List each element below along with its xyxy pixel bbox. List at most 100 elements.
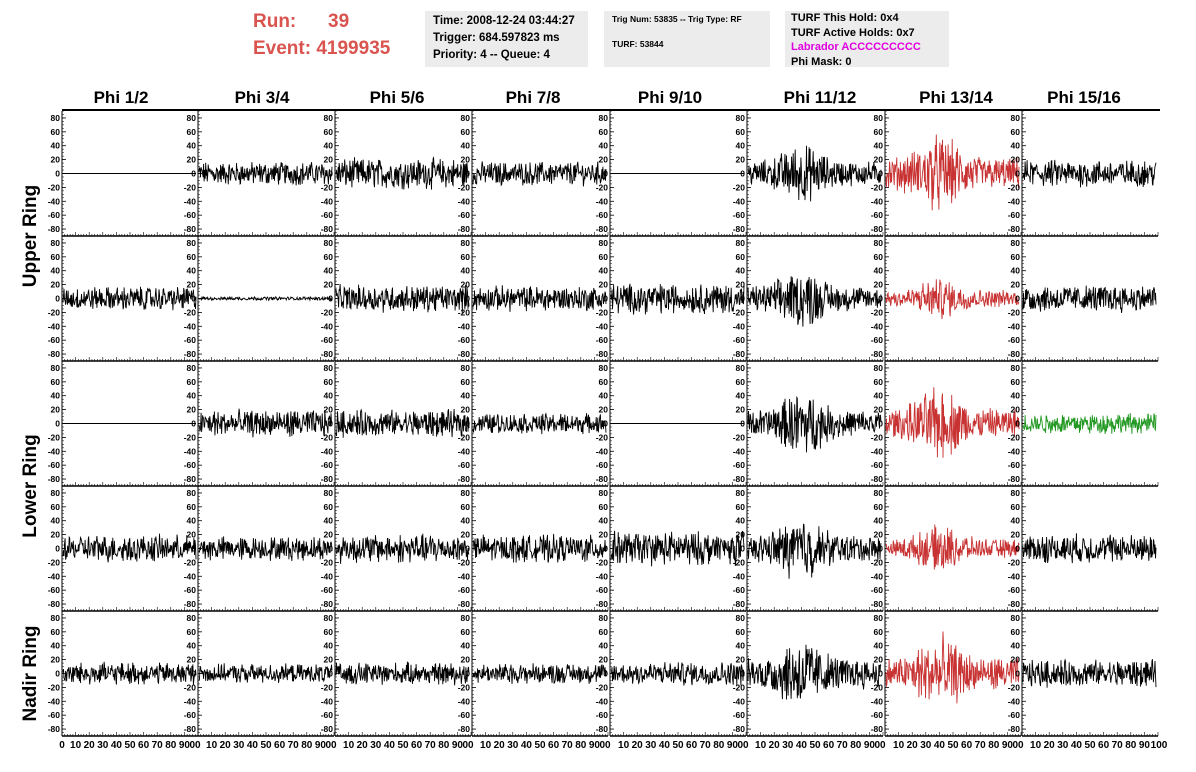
x-tick-label: 00 [462,740,474,751]
y-tick-label: -40 [48,446,61,456]
y-tick-label: 80 [461,113,471,123]
waveform-trace [747,145,882,202]
y-tick-label: 0 [191,294,196,304]
waveform-panel-5-7: 80 60 40 20 0 -20 -40 -60 -80 [871,610,1022,737]
y-tick-label: 60 [736,502,746,512]
y-tick-label: -80 [1008,224,1021,234]
y-tick-label: 60 [187,502,197,512]
y-tick-label: 40 [1011,516,1021,526]
x-tick-label: 70 [975,740,987,751]
y-tick-label: -60 [733,710,746,720]
x-tick-label: 40 [1071,740,1083,751]
y-tick-label: 40 [324,391,334,401]
y-tick-label: 80 [599,488,609,498]
waveform-trace [198,162,333,186]
y-tick-label: 20 [1011,280,1021,290]
y-tick-label: -40 [458,696,471,706]
phi-header-3: Phi 5/6 [370,88,425,107]
y-tick-label: 80 [461,238,471,248]
y-tick-label: 80 [736,363,746,373]
y-tick-label: -20 [596,557,609,567]
x-tick-label: 80 [438,740,450,751]
y-tick-label: 0 [55,169,60,179]
turf-hold-text: TURF This Hold: 0x4 [791,12,899,24]
y-tick-label: -80 [596,349,609,359]
y-tick-label: -60 [596,335,609,345]
y-tick-label: 40 [461,516,471,526]
y-tick-label: 0 [191,669,196,679]
y-tick-label: 80 [324,238,334,248]
y-tick-label: 60 [1011,377,1021,387]
x-tick-label: 60 [138,740,150,751]
y-tick-label: -20 [871,307,884,317]
waveform-trace [610,662,745,686]
waveform-panel-4-3: 80 60 40 20 0 -20 -40 -60 -80 [321,485,472,612]
y-tick-label: -40 [48,196,61,206]
x-tick-label: 00 [1012,740,1024,751]
x-tick-label: 40 [111,740,123,751]
y-tick-label: 20 [51,155,61,165]
y-tick-label: 40 [874,516,884,526]
y-tick-label: 0 [740,544,745,554]
x-tick-label: 0 [59,740,65,751]
y-tick-label: 60 [51,502,61,512]
y-tick-label: 20 [599,280,609,290]
waveform-trace [747,644,882,700]
y-tick-label: -40 [184,446,197,456]
y-tick-label: -60 [321,710,334,720]
waveform-panel-4-4: 80 60 40 20 0 -20 -40 -60 -80 [458,485,609,612]
y-tick-label: 0 [603,544,608,554]
y-tick-label: -40 [321,571,334,581]
y-tick-label: -80 [184,224,197,234]
waveform-panel-2-2: 80 60 40 20 0 -20 -40 -60 -80 [184,235,335,362]
waveform-panel-5-2: 80 60 40 20 0 -20 -40 -60 -80 [184,610,335,737]
x-tick-label: 30 [233,740,245,751]
y-tick-label: 20 [187,155,197,165]
y-tick-label: 0 [55,544,60,554]
y-tick-label: 0 [878,544,883,554]
y-tick-label: -80 [48,599,61,609]
y-tick-label: -40 [596,696,609,706]
y-tick-label: -20 [321,432,334,442]
y-tick-label: -40 [1008,321,1021,331]
y-tick-label: 60 [874,502,884,512]
y-tick-label: 40 [51,141,61,151]
y-tick-label: -20 [184,682,197,692]
turf-count-text: TURF: 53844 [612,39,664,49]
waveform-panel-1-2: 80 60 40 20 0 -20 -40 -60 -80 [184,110,335,237]
x-tick-label: 00 [325,740,337,751]
x-tick-label: 50 [809,740,821,751]
y-tick-label: -60 [596,585,609,595]
x-tick-label: 30 [97,740,109,751]
y-tick-label: -80 [1008,349,1021,359]
y-tick-label: -20 [1008,307,1021,317]
y-tick-label: -60 [321,460,334,470]
y-tick-label: 20 [51,280,61,290]
y-tick-label: -80 [458,224,471,234]
y-tick-label: 80 [51,613,61,623]
y-tick-label: 60 [1011,502,1021,512]
y-tick-label: 60 [874,627,884,637]
trigger-text: Trigger: 684.597823 ms [433,32,560,44]
x-tick-label: 10 [480,740,492,751]
y-tick-label: 40 [324,641,334,651]
y-tick-label: -20 [321,557,334,567]
y-tick-label: 40 [461,641,471,651]
x-tick-label: 60 [274,740,286,751]
y-tick-label: -40 [321,196,334,206]
y-tick-label: -40 [596,571,609,581]
y-tick-label: 0 [1015,169,1020,179]
x-tick-label: 10 [755,740,767,751]
x-tick-label: 20 [220,740,232,751]
waveform-trace [198,295,333,302]
y-tick-label: -80 [184,349,197,359]
y-tick-label: 80 [324,488,334,498]
y-tick-label: -20 [733,682,746,692]
y-tick-label: 0 [878,669,883,679]
y-tick-label: -80 [733,724,746,734]
x-tick-label: 70 [152,740,164,751]
phi-header-2: Phi 3/4 [235,88,290,107]
waveform-panel-4-1: 80 60 40 20 0 -20 -40 -60 -80 [48,485,199,612]
y-tick-label: -80 [321,599,334,609]
